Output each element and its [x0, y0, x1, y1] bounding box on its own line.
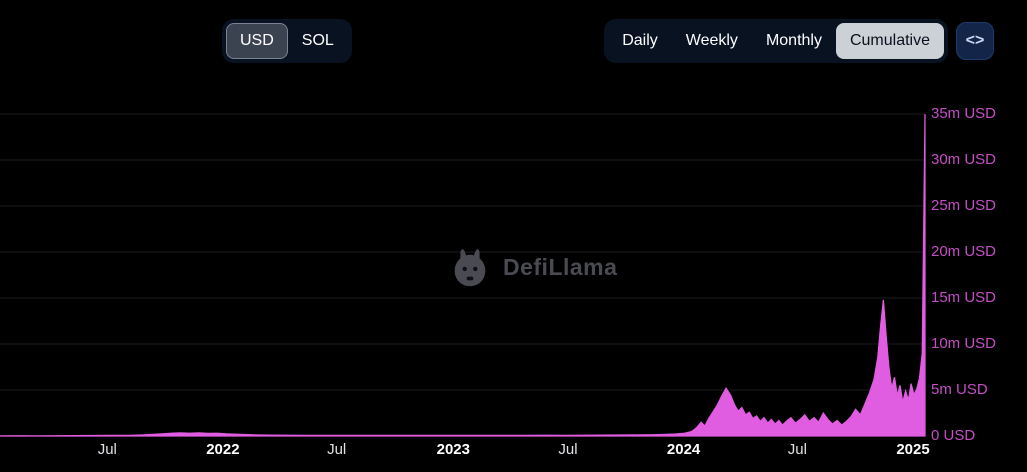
currency-toggle: USD SOL — [222, 19, 352, 63]
currency-option-sol[interactable]: SOL — [288, 23, 348, 59]
x-axis: Jul 2022 Jul 2023 Jul 2024 Jul 2025 — [0, 441, 930, 465]
y-axis: 35m USD 30m USD 25m USD 20m USD 15m USD 10m U… — [931, 100, 1027, 444]
y-axis-label: 15m USD — [931, 289, 997, 306]
y-axis-label: 10m USD — [931, 335, 997, 352]
code-chevrons-icon: <> — [965, 32, 985, 49]
x-axis-label: 2022 — [206, 441, 240, 458]
interval-option-cumulative[interactable]: Cumulative — [835, 23, 944, 59]
x-axis-label: 2023 — [436, 441, 470, 458]
x-axis-label: Jul — [327, 441, 347, 458]
defillama-llama-icon — [454, 249, 486, 287]
volume-chart — [0, 113, 926, 437]
interval-toggle: Daily Weekly Monthly Cumulative — [604, 19, 948, 63]
interval-option-weekly[interactable]: Weekly — [672, 23, 752, 59]
interval-area: Daily Weekly Monthly Cumulative <> — [604, 19, 994, 63]
y-axis-label: 25m USD — [931, 197, 997, 214]
toolbar: USD SOL Daily Weekly Monthly Cumulative … — [0, 0, 1027, 80]
y-axis-label: 20m USD — [931, 243, 997, 260]
watermark: DefiLlama — [447, 244, 617, 290]
x-axis-label: Jul — [97, 441, 117, 458]
y-axis-label: 5m USD — [931, 381, 988, 398]
interval-option-monthly[interactable]: Monthly — [752, 23, 836, 59]
embed-chart-button[interactable]: <> — [956, 22, 994, 60]
chart-area: DefiLlama 35m USD 30m USD 25m USD 20m USD 15… — [0, 80, 1027, 472]
volume-series — [0, 113, 926, 437]
x-axis-label: Jul — [558, 441, 578, 458]
watermark-text: DefiLlama — [503, 253, 618, 280]
x-axis-label: 2024 — [666, 441, 701, 458]
y-axis-label: 30m USD — [931, 151, 997, 168]
interval-option-daily[interactable]: Daily — [608, 23, 672, 59]
x-axis-label: 2025 — [896, 441, 930, 458]
volume-chart-plot[interactable]: DefiLlama — [0, 100, 926, 440]
y-axis-label: 0 USD — [931, 427, 976, 444]
x-axis-label: Jul — [787, 441, 807, 458]
currency-option-usd[interactable]: USD — [226, 23, 288, 59]
y-axis-label: 35m USD — [931, 105, 997, 122]
